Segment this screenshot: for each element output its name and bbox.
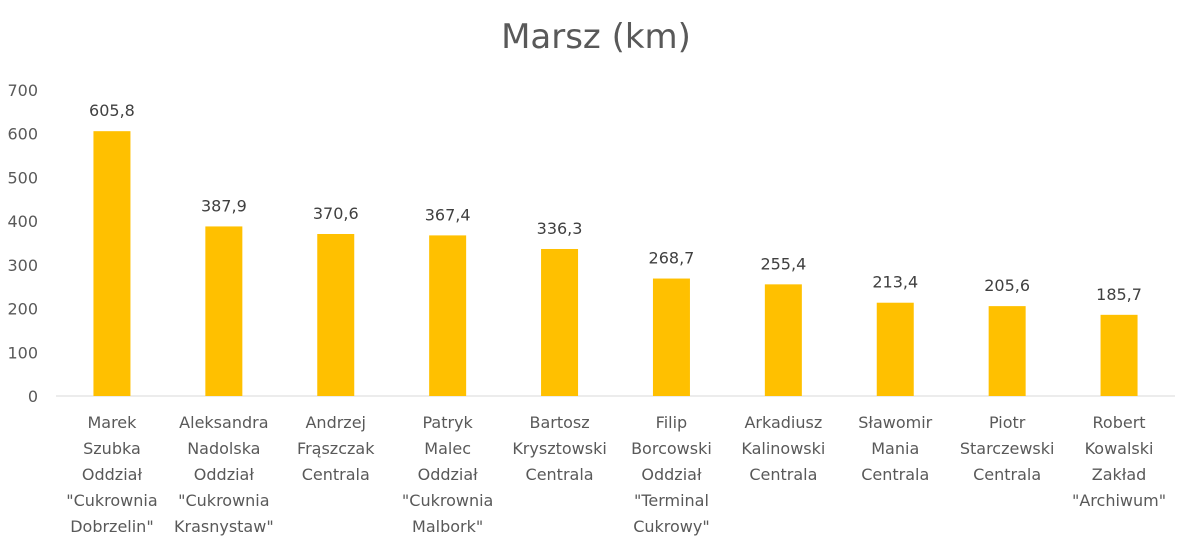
x-tick-label-line: "Archiwum": [1072, 491, 1166, 510]
x-tick-label-line: Oddział: [82, 465, 143, 484]
data-label: 255,4: [760, 254, 806, 273]
y-tick-label: 400: [7, 212, 38, 231]
x-tick-label: Sławomir Mania Centrala: [858, 413, 932, 484]
x-tick-label-line: Andrzej: [305, 413, 366, 432]
x-tick-label-line: Malbork": [412, 517, 483, 536]
x-tick-label-line: Zakład: [1092, 465, 1147, 484]
x-tick-label: Arkadiusz Kalinowski Centrala: [741, 413, 825, 484]
bar: [317, 233, 355, 396]
x-tick-label-line: Marek: [87, 413, 137, 432]
data-label: 367,4: [425, 205, 471, 224]
x-tick-label-line: Centrala: [526, 465, 594, 484]
data-label: 213,4: [872, 273, 918, 292]
x-tick-label: Andrzej Frąszczak Centrala: [297, 413, 375, 484]
y-tick-label: 300: [7, 256, 38, 275]
x-tick-label-line: Filip: [656, 413, 688, 432]
x-tick-label-line: Szubka: [83, 439, 141, 458]
y-tick-label: 0: [28, 387, 38, 406]
x-tick-label-line: "Cukrownia: [178, 491, 269, 510]
x-tick-label-line: Cukrowy": [633, 517, 710, 536]
x-tick-label-line: Krasnystaw": [174, 517, 274, 536]
y-axis: 0 100 200 300 400 500 600 700: [7, 81, 38, 406]
x-tick-label-line: Krysztowski: [512, 439, 606, 458]
x-tick-label-line: Borcowski: [631, 439, 712, 458]
bar: [1100, 314, 1138, 396]
x-tick-label-line: "Cukrownia: [66, 491, 157, 510]
x-tick-label-line: Nadolska: [187, 439, 260, 458]
x-tick-label-line: "Cukrownia: [402, 491, 493, 510]
x-tick-label-line: "Terminal: [634, 491, 709, 510]
x-tick-label-line: Kowalski: [1085, 439, 1154, 458]
x-tick-label-line: Centrala: [749, 465, 817, 484]
x-tick-label: Filip Borcowski Oddział "Terminal Cukrowy": [631, 413, 712, 536]
x-tick-label: Patryk Malec Oddział "Cukrownia Malbork": [402, 413, 493, 536]
chart-title: Marsz (km): [501, 17, 691, 57]
x-tick-label: Piotr Starczewski Centrala: [960, 413, 1055, 484]
bar: [652, 278, 690, 396]
x-tick-label-line: Oddział: [641, 465, 702, 484]
x-axis-labels: Marek Szubka Oddział "Cukrownia Dobrzelin" Al…: [66, 413, 1166, 536]
x-tick-label-line: Oddział: [418, 465, 479, 484]
x-tick-label: Marek Szubka Oddział "Cukrownia Dobrzelin": [66, 413, 157, 536]
x-tick-label-line: Mania: [871, 439, 919, 458]
x-tick-label-line: Starczewski: [960, 439, 1055, 458]
x-tick-label-line: Centrala: [973, 465, 1041, 484]
data-label: 336,3: [537, 219, 583, 238]
x-tick-label: Aleksandra Nadolska Oddział "Cukrownia Krasn…: [174, 413, 274, 536]
x-tick-label-line: Aleksandra: [179, 413, 268, 432]
x-tick-label-line: Centrala: [861, 465, 929, 484]
bar: [988, 306, 1026, 396]
y-tick-label: 500: [7, 168, 38, 187]
x-tick-label-line: Bartosz: [529, 413, 589, 432]
x-tick-label-line: Piotr: [989, 413, 1026, 432]
x-tick-label-line: Sławomir: [858, 413, 932, 432]
data-label: 268,7: [649, 249, 695, 268]
data-label: 205,6: [984, 276, 1030, 295]
bar-series: [93, 131, 1138, 396]
x-tick-label-line: Robert: [1093, 413, 1146, 432]
y-tick-label: 600: [7, 125, 38, 144]
bar: [93, 131, 131, 396]
y-tick-label: 700: [7, 81, 38, 100]
x-tick-label-line: Malec: [424, 439, 471, 458]
bar: [205, 226, 243, 396]
data-labels: 605,8 387,9 370,6 367,4 336,3 268,7 255,4 213,4…: [89, 101, 1142, 304]
y-tick-label: 200: [7, 300, 38, 319]
bar: [541, 248, 579, 396]
bar: [876, 302, 914, 396]
data-label: 185,7: [1096, 285, 1142, 304]
x-tick-label-line: Patryk: [422, 413, 473, 432]
data-label: 387,9: [201, 196, 247, 215]
x-tick-label: Robert Kowalski Zakład "Archiwum": [1072, 413, 1166, 510]
x-tick-label-line: Frąszczak: [297, 439, 375, 458]
x-tick-label: Bartosz Krysztowski Centrala: [512, 413, 606, 484]
x-tick-label-line: Arkadiusz: [744, 413, 822, 432]
bar: [429, 235, 467, 396]
data-label: 605,8: [89, 101, 135, 120]
x-tick-label-line: Dobrzelin": [70, 517, 153, 536]
y-tick-label: 100: [7, 343, 38, 362]
bar: [764, 284, 802, 396]
data-label: 370,6: [313, 204, 359, 223]
x-tick-label-line: Centrala: [302, 465, 370, 484]
x-tick-label-line: Kalinowski: [741, 439, 825, 458]
x-tick-label-line: Oddział: [194, 465, 255, 484]
